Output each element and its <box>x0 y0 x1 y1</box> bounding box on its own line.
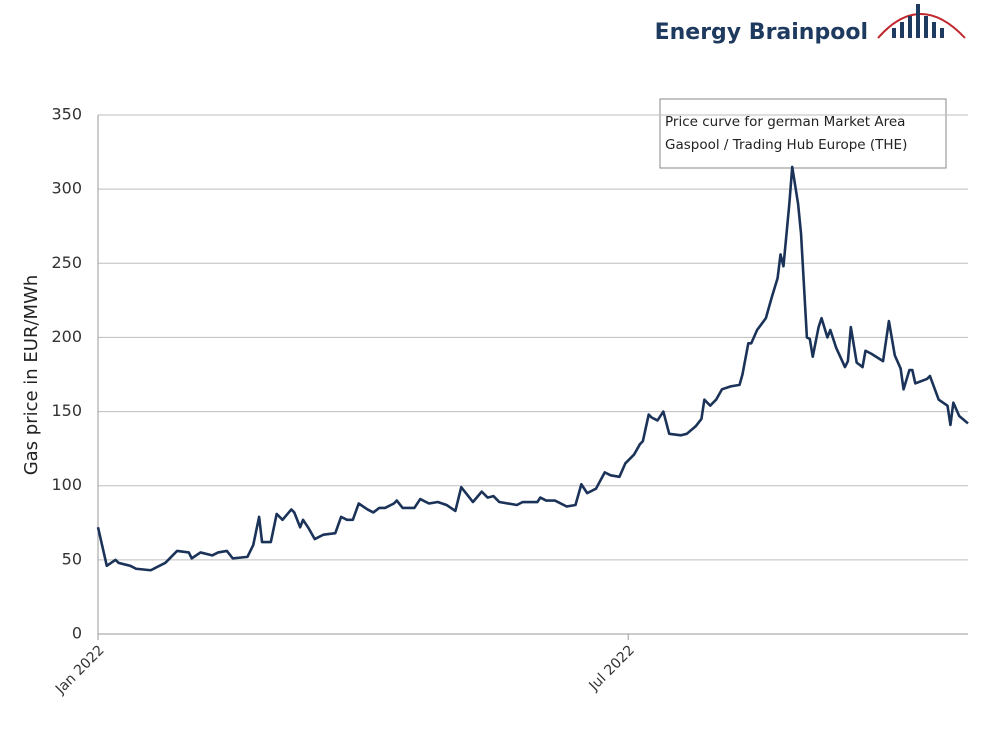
annotation: Gaspool / Trading Hub Europe (THE) <box>665 137 907 153</box>
y-tick-label: 100 <box>51 475 82 494</box>
x-tick-label: Jul 2022 <box>586 642 638 694</box>
y-tick-label: 300 <box>51 179 82 198</box>
price-line <box>96 165 969 572</box>
x-tick-label: Jan 2022 <box>52 642 108 698</box>
y-tick-label: 200 <box>51 327 82 346</box>
annotation-box <box>659 98 947 169</box>
y-tick-label: 350 <box>51 105 82 124</box>
annotation: Price curve for german Market Area <box>665 114 905 130</box>
brand-logo <box>877 4 966 39</box>
y-tick-label: 250 <box>51 253 82 272</box>
y-axis-label: Gas price in EUR/MWh <box>21 275 42 476</box>
brand: Energy Brainpool <box>655 20 868 45</box>
y-tick-label: 150 <box>51 401 82 420</box>
y-tick-label: 0 <box>72 624 82 643</box>
y-tick-label: 50 <box>62 549 82 568</box>
